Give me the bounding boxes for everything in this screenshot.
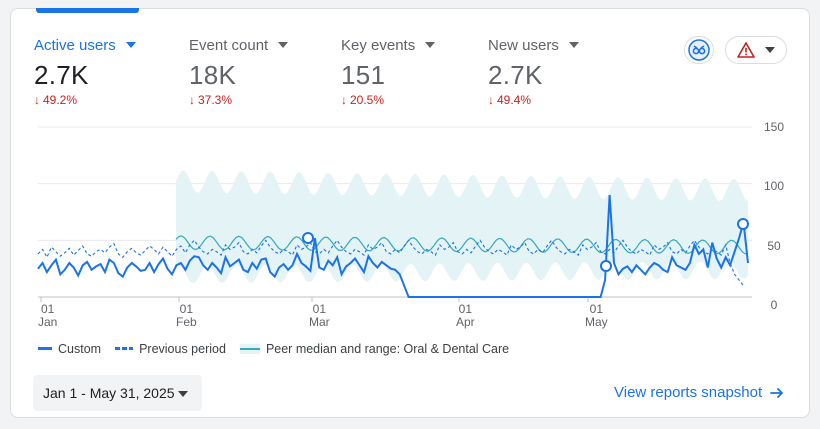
insights-warning-button[interactable] [725, 36, 787, 64]
y-tick-label: 150 [763, 120, 785, 134]
x-tick-label: 01 May [585, 302, 608, 329]
dropdown-caret-icon [278, 42, 289, 48]
metric-value: 2.7K [488, 60, 543, 90]
dashed-line-swatch [115, 347, 134, 350]
x-tick-label: 01 Mar [309, 302, 330, 329]
solid-line-swatch [38, 347, 52, 350]
data-point-marker[interactable] [737, 218, 749, 230]
legend-item-previous-period: Previous period [115, 342, 226, 356]
x-tick-label: 01 Apr [456, 302, 475, 329]
arrow-down-icon: ↓ [488, 93, 494, 107]
warning-triangle-icon [737, 42, 755, 58]
arrow-down-icon: ↓ [341, 93, 347, 107]
legend-item-custom: Custom [38, 342, 101, 356]
dropdown-caret-icon [125, 42, 136, 48]
date-range-label: Jan 1 - May 31, 2025 [43, 385, 175, 401]
arrow-down-icon: ↓ [189, 93, 195, 107]
dropdown-caret-icon [178, 391, 188, 397]
metric-key-events[interactable]: Key events 151 ↓ 20.5% [341, 36, 436, 107]
metric-delta: ↓ 20.5% [341, 93, 385, 107]
legend-item-peer: Peer median and range: Oral & Dental Car… [239, 342, 509, 356]
metric-value: 151 [341, 60, 386, 90]
metric-value: 2.7K [34, 60, 89, 90]
custom-line [37, 194, 749, 298]
view-reports-snapshot-link[interactable]: View reports snapshot [614, 384, 784, 401]
arrow-down-icon: ↓ [34, 93, 40, 107]
data-point-marker[interactable] [302, 232, 314, 244]
data-point-marker[interactable] [600, 260, 612, 272]
chart-legend: Custom Previous period Peer median and r… [38, 342, 509, 356]
dropdown-caret-icon [765, 47, 775, 53]
previous-period-line [37, 239, 744, 287]
peer-range-band [176, 170, 748, 284]
metric-label[interactable]: Key events [341, 36, 436, 54]
band-swatch [239, 344, 260, 354]
metric-event-count[interactable]: Event count 18K ↓ 37.3% [189, 36, 289, 107]
metric-label[interactable]: Event count [189, 36, 289, 54]
benchmark-icon [688, 39, 710, 61]
metric-delta: ↓ 49.4% [488, 93, 532, 107]
metric-new-users[interactable]: New users 2.7K ↓ 49.4% [488, 36, 579, 107]
dropdown-caret-icon [425, 42, 436, 48]
benchmark-button[interactable] [684, 36, 714, 64]
metric-active-users[interactable]: Active users 2.7K ↓ 49.2% [34, 36, 136, 107]
x-tick-label: 01 Feb [176, 302, 197, 329]
y-tick-label: 0 [770, 298, 778, 312]
metric-delta: ↓ 49.2% [34, 93, 78, 107]
y-tick-label: 100 [763, 179, 785, 193]
metric-delta: ↓ 37.3% [189, 93, 233, 107]
arrow-right-icon [770, 387, 784, 398]
active-tab-indicator [36, 8, 139, 13]
metric-value: 18K [189, 60, 237, 90]
metric-label[interactable]: New users [488, 36, 579, 54]
y-tick-label: 50 [767, 239, 781, 253]
date-range-selector[interactable]: Jan 1 - May 31, 2025 [33, 375, 202, 411]
dropdown-caret-icon [568, 42, 579, 48]
metric-label[interactable]: Active users [34, 36, 136, 54]
x-tick-label: 01 Jan [38, 302, 58, 329]
